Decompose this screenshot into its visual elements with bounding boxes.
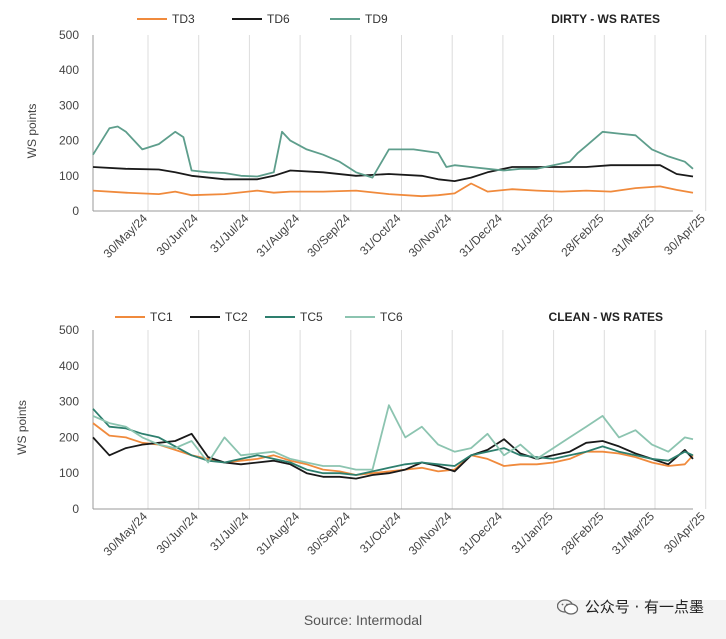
y-tick-label: 0 xyxy=(72,502,79,516)
chart-title: CLEAN - WS RATES xyxy=(549,310,663,324)
x-tick-label: 30/May/24 xyxy=(101,211,151,261)
x-tick-label: 30/Nov/24 xyxy=(406,211,455,260)
series-line-td9 xyxy=(92,125,694,179)
y-tick-label: 200 xyxy=(59,134,79,148)
y-axis-label: WS points xyxy=(25,104,39,159)
x-tick-label: 30/May/24 xyxy=(101,509,151,559)
legend-label-td9: TD9 xyxy=(365,12,388,26)
y-tick-label: 500 xyxy=(59,323,79,337)
x-tick-label: 30/Nov/24 xyxy=(406,509,455,558)
legend-label-td3: TD3 xyxy=(172,12,195,26)
y-tick-label: 500 xyxy=(59,28,79,42)
series-line-td3 xyxy=(92,182,694,198)
legend-label-tc5: TC5 xyxy=(300,310,323,324)
legend-label-tc2: TC2 xyxy=(225,310,248,324)
y-tick-label: 400 xyxy=(59,63,79,77)
x-tick-label: 30/Apr/25 xyxy=(661,509,708,556)
x-tick-label: 31/Aug/24 xyxy=(254,211,303,260)
chart-title: DIRTY - WS RATES xyxy=(551,12,660,26)
x-tick-label: 31/Jan/25 xyxy=(509,509,556,556)
watermark: 公众号 · 有一点墨 xyxy=(556,596,704,617)
series-line-tc2 xyxy=(92,432,694,480)
series-line-tc5 xyxy=(92,408,694,476)
y-axis-label: WS points xyxy=(15,400,29,455)
legend-label-td6: TD6 xyxy=(267,12,290,26)
x-tick-label: 31/Jul/24 xyxy=(207,211,252,256)
x-tick-label: 31/Mar/25 xyxy=(609,509,657,557)
x-tick-label: 31/Oct/24 xyxy=(357,211,404,258)
x-tick-label: 30/Jun/24 xyxy=(154,211,201,258)
wechat-icon xyxy=(556,598,578,615)
x-tick-label: 30/Sep/24 xyxy=(304,211,353,260)
x-tick-label: 30/Jun/24 xyxy=(154,509,201,556)
chart-0: 0 100 200 300 400 500 WS points 30/May/24 30/Jun… xyxy=(25,12,708,261)
x-tick-label: 28/Feb/25 xyxy=(558,509,606,557)
y-tick-label: 0 xyxy=(72,204,79,218)
x-tick-label: 31/Jan/25 xyxy=(509,211,556,258)
x-tick-label: 31/Mar/25 xyxy=(609,211,657,259)
source-caption: Source: Intermodal xyxy=(303,612,423,628)
x-tick-label: 31/Dec/24 xyxy=(456,211,505,260)
series-line-td6 xyxy=(92,164,694,183)
y-tick-label: 300 xyxy=(59,98,79,112)
y-tick-label: 200 xyxy=(59,430,79,444)
x-tick-label: 28/Feb/25 xyxy=(558,211,606,259)
x-tick-label: 30/Apr/25 xyxy=(661,211,708,258)
y-tick-label: 300 xyxy=(59,395,79,409)
x-tick-label: 31/Jul/24 xyxy=(207,509,252,554)
footer-bar xyxy=(0,600,726,639)
y-tick-label: 400 xyxy=(59,359,79,373)
x-tick-label: 30/Sep/24 xyxy=(304,509,353,558)
x-tick-label: 31/Aug/24 xyxy=(254,509,303,558)
legend-label-tc1: TC1 xyxy=(150,310,173,324)
series-line-tc6 xyxy=(92,404,694,471)
y-tick-label: 100 xyxy=(59,169,79,183)
x-tick-label: 31/Dec/24 xyxy=(456,509,505,558)
y-tick-label: 100 xyxy=(59,466,79,480)
x-tick-label: 31/Oct/24 xyxy=(357,509,404,556)
watermark-text: 公众号 · 有一点墨 xyxy=(584,598,704,616)
legend-label-tc6: TC6 xyxy=(380,310,403,324)
chart-1: 0 100 200 300 400 500 WS points 30/May/24 30/Jun… xyxy=(15,310,708,559)
